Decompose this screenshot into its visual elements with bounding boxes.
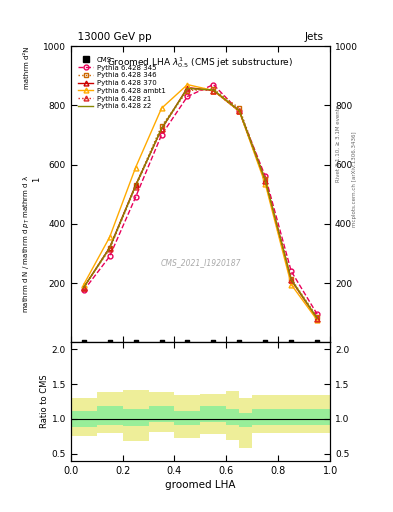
Pythia 6.428 345 [133,194,138,200]
Line: Pythia 6.428 z2: Pythia 6.428 z2 [84,89,317,318]
Pythia 6.428 370 [211,88,216,94]
Pythia 6.428 z2 [263,177,268,183]
Text: mcplots.cern.ch [arXiv:1306.3436]: mcplots.cern.ch [arXiv:1306.3436] [352,132,357,227]
Line: Pythia 6.428 345: Pythia 6.428 345 [81,82,320,316]
Pythia 6.428 z1 [263,178,268,184]
Pythia 6.428 z1 [211,88,216,94]
Pythia 6.428 370 [133,182,138,188]
Pythia 6.428 346 [315,314,320,320]
Pythia 6.428 370 [315,315,320,322]
Pythia 6.428 346 [133,182,138,188]
Text: CMS_2021_I1920187: CMS_2021_I1920187 [160,258,241,267]
Pythia 6.428 z1 [289,277,294,283]
Line: Pythia 6.428 346: Pythia 6.428 346 [81,87,320,319]
Text: Jets: Jets [305,32,330,42]
Pythia 6.428 370 [159,126,164,132]
Pythia 6.428 370 [289,277,294,283]
Text: Groomed LHA $\lambda^{1}_{0.5}$ (CMS jet substructure): Groomed LHA $\lambda^{1}_{0.5}$ (CMS jet… [107,55,294,70]
Pythia 6.428 ambt1 [237,108,242,114]
Pythia 6.428 345 [159,132,164,138]
Pythia 6.428 z2 [211,87,216,93]
Pythia 6.428 z2 [185,86,190,92]
Pythia 6.428 ambt1 [81,282,86,288]
Pythia 6.428 370 [237,108,242,114]
Pythia 6.428 ambt1 [159,105,164,112]
Pythia 6.428 346 [237,105,242,112]
Text: 13000 GeV pp: 13000 GeV pp [71,32,151,42]
Pythia 6.428 z1 [237,108,242,114]
Pythia 6.428 345 [263,174,268,180]
X-axis label: groomed LHA: groomed LHA [165,480,236,490]
Point [210,338,217,347]
Pythia 6.428 370 [107,244,112,250]
Point [236,338,242,347]
Pythia 6.428 z2 [237,108,242,114]
Pythia 6.428 346 [185,88,190,94]
Y-axis label: Ratio to CMS: Ratio to CMS [40,375,49,429]
Pythia 6.428 z1 [107,246,112,252]
Pythia 6.428 ambt1 [263,181,268,187]
Point [132,338,139,347]
Pythia 6.428 370 [185,84,190,91]
Pythia 6.428 z2 [107,245,112,251]
Line: Pythia 6.428 370: Pythia 6.428 370 [81,85,320,321]
Pythia 6.428 346 [81,285,86,291]
Pythia 6.428 z1 [159,126,164,132]
Point [314,338,320,347]
Pythia 6.428 370 [81,285,86,291]
Text: mathrm d²N: mathrm d²N [24,46,29,89]
Legend: CMS, Pythia 6.428 345, Pythia 6.428 346, Pythia 6.428 370, Pythia 6.428 ambt1, P: CMS, Pythia 6.428 345, Pythia 6.428 346,… [77,55,167,111]
Point [262,338,268,347]
Pythia 6.428 z1 [133,184,138,190]
Point [184,338,191,347]
Point [158,338,165,347]
Pythia 6.428 345 [185,93,190,99]
Text: 1: 1 [33,177,42,182]
Pythia 6.428 346 [211,86,216,92]
Pythia 6.428 z2 [289,276,294,283]
Pythia 6.428 z1 [315,315,320,322]
Pythia 6.428 345 [237,108,242,114]
Pythia 6.428 ambt1 [289,282,294,288]
Line: Pythia 6.428 ambt1: Pythia 6.428 ambt1 [81,82,320,323]
Pythia 6.428 z2 [81,285,86,291]
Pythia 6.428 z2 [133,183,138,189]
Pythia 6.428 345 [211,81,216,88]
Pythia 6.428 ambt1 [211,88,216,94]
Pythia 6.428 346 [263,176,268,182]
Pythia 6.428 z1 [81,285,86,291]
Pythia 6.428 346 [289,275,294,282]
Pythia 6.428 z2 [159,125,164,132]
Pythia 6.428 ambt1 [315,317,320,323]
Pythia 6.428 345 [81,287,86,293]
Point [288,338,294,347]
Pythia 6.428 ambt1 [133,164,138,170]
Pythia 6.428 z2 [315,315,320,322]
Pythia 6.428 370 [263,178,268,184]
Line: Pythia 6.428 z1: Pythia 6.428 z1 [81,87,320,321]
Pythia 6.428 346 [107,244,112,250]
Pythia 6.428 ambt1 [185,81,190,88]
Pythia 6.428 z1 [185,86,190,92]
Pythia 6.428 345 [289,268,294,274]
Point [107,338,113,347]
Text: Rivet 3.1.10, ≥ 3.1M events: Rivet 3.1.10, ≥ 3.1M events [336,105,341,182]
Pythia 6.428 346 [159,123,164,129]
Pythia 6.428 345 [107,253,112,260]
Pythia 6.428 345 [315,311,320,317]
Point [81,338,87,347]
Text: mathrm d N / mathrm d $p_T$ mathrm d λ: mathrm d N / mathrm d $p_T$ mathrm d λ [22,174,32,313]
Pythia 6.428 ambt1 [107,234,112,240]
